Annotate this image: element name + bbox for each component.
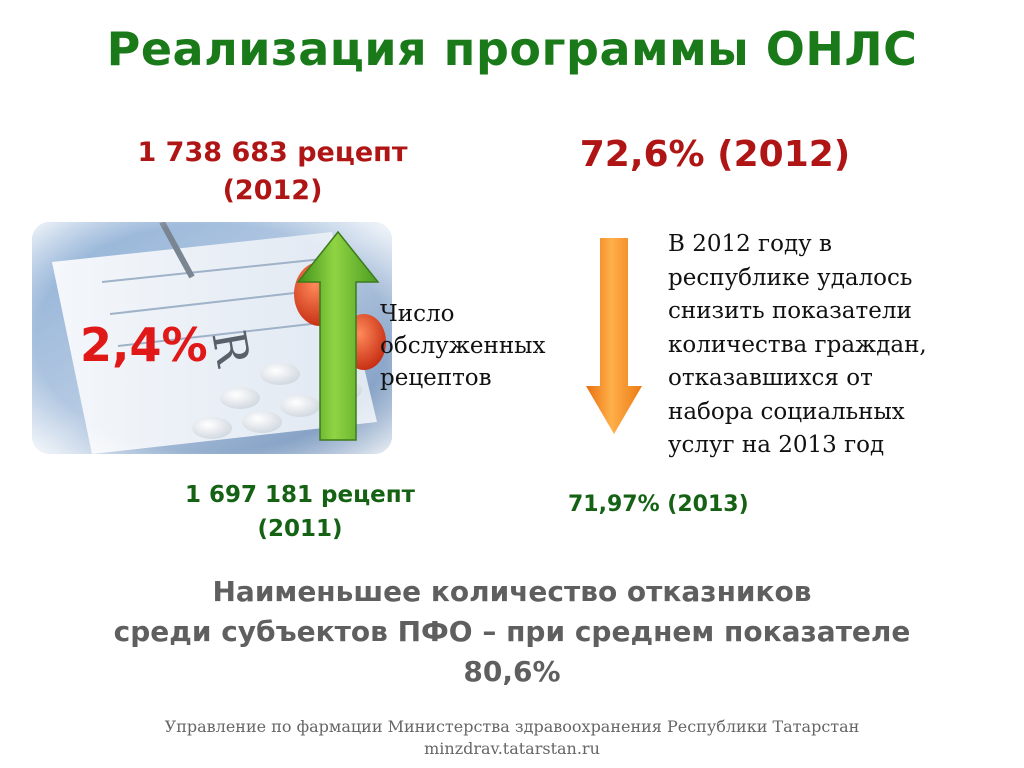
prescriptions-2011: 1 697 181 рецепт (2011) <box>140 478 460 546</box>
served-label-line: рецептов <box>380 365 492 391</box>
served-label-line: Число <box>380 301 455 327</box>
slide-title: Реализация программы ОНЛС <box>106 22 918 76</box>
prescriptions-2011-year: (2011) <box>257 516 343 542</box>
description-line: набора социальных <box>668 398 905 425</box>
arrow-up-icon <box>296 230 380 441</box>
prescriptions-2012: 1 738 683 рецепт (2012) <box>100 134 445 210</box>
refusal-description: В 2012 году в республике удалось снизить… <box>668 228 1008 463</box>
summary-line: 80,6% <box>463 655 561 688</box>
description-line: услуг на 2013 год <box>668 432 885 458</box>
footer-website: minzdrav.tatarstan.ru <box>424 739 600 758</box>
refusal-percent-2012: 72,6% (2012) <box>579 134 851 175</box>
footer-organization: Управление по фармации Министерства здра… <box>164 717 860 736</box>
summary-line: Наименьшее количество отказников <box>212 575 812 608</box>
refusal-percent-2013: 71,97% (2013) <box>568 492 749 517</box>
served-prescriptions-label: Число обслуженных рецептов <box>380 298 590 394</box>
prescriptions-2011-count: 1 697 181 рецепт <box>185 482 415 508</box>
growth-percent: 2,4% <box>80 318 208 372</box>
description-line: В 2012 году в <box>668 231 832 257</box>
served-label-line: обслуженных <box>380 333 546 359</box>
description-line: отказавшихся от <box>668 365 873 391</box>
arrow-down-icon <box>586 238 642 434</box>
summary-line: среди субъектов ПФО – при среднем показа… <box>113 615 911 648</box>
description-line: республике удалось <box>668 264 913 291</box>
summary-text: Наименьшее количество отказников среди с… <box>20 572 1004 692</box>
prescriptions-2012-count: 1 738 683 рецепт <box>137 137 408 168</box>
description-line: количества граждан, <box>668 331 927 358</box>
description-line: снизить показатели <box>668 298 912 324</box>
prescriptions-2012-year: (2012) <box>222 175 323 206</box>
footer: Управление по фармации Министерства здра… <box>0 716 1024 760</box>
